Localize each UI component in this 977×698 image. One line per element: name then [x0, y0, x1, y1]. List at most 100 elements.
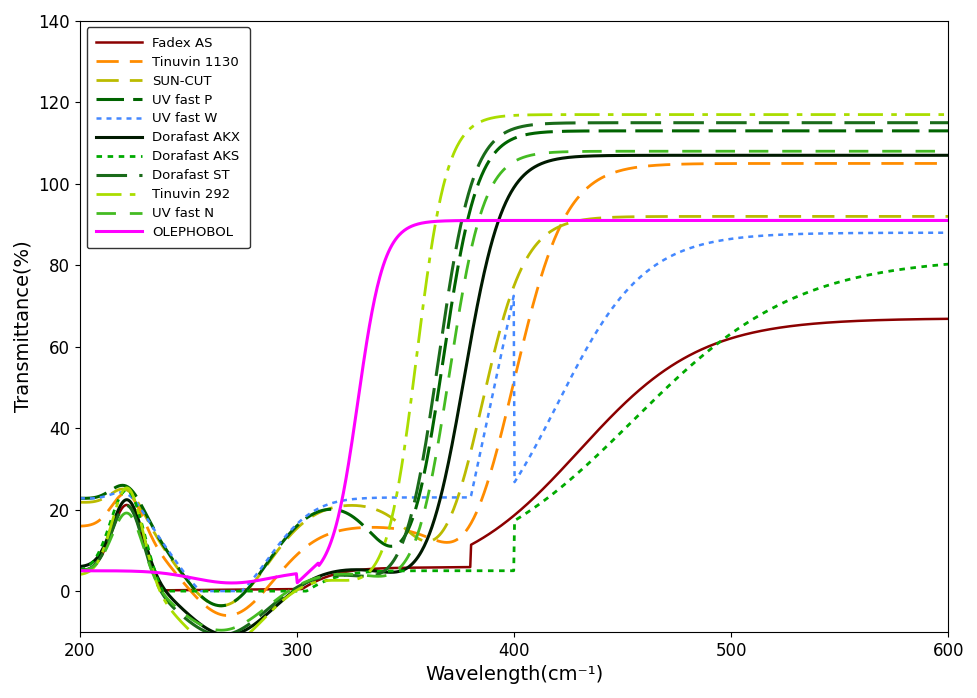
- UV fast N: [74, 567, 86, 575]
- Tinuvin 1130: [751, 159, 763, 168]
- Tinuvin 292: [215, 643, 227, 651]
- UV fast W: [942, 228, 954, 237]
- Dorafast ST: [162, 598, 174, 607]
- Tinuvin 1130: [222, 611, 234, 620]
- Line: Dorafast AKS: Dorafast AKS: [80, 264, 948, 591]
- Line: Tinuvin 292: Tinuvin 292: [80, 114, 948, 647]
- Tinuvin 292: [942, 110, 954, 119]
- X-axis label: Wavelength(cm⁻¹): Wavelength(cm⁻¹): [425, 665, 603, 684]
- UV fast N: [670, 147, 682, 156]
- Dorafast AKS: [942, 260, 954, 268]
- Line: OLEPHOBOL: OLEPHOBOL: [80, 221, 948, 583]
- Tinuvin 292: [751, 110, 763, 119]
- OLEPHOBOL: [751, 216, 763, 225]
- Dorafast ST: [74, 567, 86, 575]
- Line: UV fast W: UV fast W: [80, 232, 948, 591]
- UV fast W: [426, 493, 438, 502]
- Line: UV fast P: UV fast P: [80, 131, 948, 606]
- OLEPHOBOL: [226, 579, 237, 587]
- Dorafast ST: [670, 119, 682, 127]
- UV fast N: [457, 284, 469, 292]
- Line: Fadex AS: Fadex AS: [80, 319, 948, 591]
- OLEPHOBOL: [426, 218, 438, 226]
- UV fast N: [767, 147, 779, 156]
- UV fast W: [751, 232, 763, 240]
- SUN-CUT: [457, 475, 469, 484]
- UV fast P: [751, 126, 763, 135]
- SUN-CUT: [74, 498, 86, 507]
- Tinuvin 1130: [767, 159, 779, 168]
- UV fast W: [457, 493, 469, 502]
- Fadex AS: [767, 325, 779, 333]
- UV fast W: [162, 547, 174, 555]
- Tinuvin 292: [426, 239, 438, 248]
- Fadex AS: [426, 563, 438, 572]
- Tinuvin 1130: [457, 530, 469, 538]
- Dorafast AKS: [751, 312, 763, 320]
- UV fast P: [426, 427, 438, 436]
- Tinuvin 292: [457, 132, 469, 140]
- Fadex AS: [74, 567, 86, 575]
- SUN-CUT: [751, 212, 763, 221]
- Tinuvin 1130: [426, 535, 438, 543]
- Dorafast AKX: [426, 523, 438, 531]
- Tinuvin 1130: [162, 560, 174, 568]
- Dorafast AKX: [767, 151, 779, 159]
- SUN-CUT: [426, 536, 438, 544]
- Dorafast AKS: [767, 304, 779, 312]
- Line: SUN-CUT: SUN-CUT: [80, 216, 948, 606]
- OLEPHOBOL: [74, 567, 86, 575]
- Tinuvin 292: [767, 110, 779, 119]
- OLEPHOBOL: [457, 216, 469, 225]
- Dorafast AKX: [457, 379, 469, 387]
- Fadex AS: [942, 315, 954, 323]
- UV fast P: [162, 549, 174, 558]
- OLEPHOBOL: [767, 216, 779, 225]
- UV fast P: [74, 494, 86, 503]
- OLEPHOBOL: [162, 570, 174, 578]
- Tinuvin 1130: [670, 160, 682, 168]
- UV fast P: [670, 126, 682, 135]
- UV fast N: [751, 147, 763, 156]
- UV fast P: [942, 126, 954, 135]
- Y-axis label: Transmittance(%): Transmittance(%): [14, 241, 33, 413]
- Tinuvin 292: [162, 602, 174, 611]
- Dorafast ST: [457, 209, 469, 218]
- OLEPHOBOL: [830, 216, 842, 225]
- Line: Dorafast ST: Dorafast ST: [80, 123, 948, 635]
- Fadex AS: [457, 563, 469, 572]
- Line: Dorafast AKX: Dorafast AKX: [80, 155, 948, 635]
- Dorafast AKS: [670, 374, 682, 383]
- SUN-CUT: [942, 212, 954, 221]
- Fadex AS: [751, 327, 763, 336]
- Dorafast ST: [767, 119, 779, 127]
- UV fast W: [767, 231, 779, 239]
- OLEPHOBOL: [942, 216, 954, 225]
- Dorafast ST: [215, 631, 227, 639]
- UV fast W: [74, 494, 86, 503]
- Line: UV fast N: UV fast N: [80, 151, 948, 630]
- UV fast P: [215, 602, 227, 610]
- Dorafast AKX: [222, 631, 234, 639]
- Dorafast AKS: [157, 587, 169, 595]
- UV fast N: [942, 147, 954, 156]
- Fadex AS: [156, 586, 168, 595]
- Dorafast AKX: [74, 563, 86, 571]
- Tinuvin 292: [670, 110, 682, 119]
- Tinuvin 292: [74, 570, 86, 579]
- SUN-CUT: [767, 212, 779, 221]
- Fadex AS: [163, 586, 175, 595]
- Dorafast AKX: [751, 151, 763, 159]
- Dorafast AKX: [942, 151, 954, 159]
- Tinuvin 1130: [942, 159, 954, 168]
- UV fast N: [426, 473, 438, 481]
- SUN-CUT: [670, 212, 682, 221]
- Dorafast AKX: [162, 591, 174, 599]
- OLEPHOBOL: [670, 216, 682, 225]
- Dorafast AKS: [74, 565, 86, 574]
- Line: Tinuvin 1130: Tinuvin 1130: [80, 163, 948, 616]
- Dorafast AKS: [426, 567, 438, 575]
- Dorafast AKX: [670, 151, 682, 159]
- UV fast W: [194, 587, 206, 595]
- Dorafast AKS: [163, 587, 175, 595]
